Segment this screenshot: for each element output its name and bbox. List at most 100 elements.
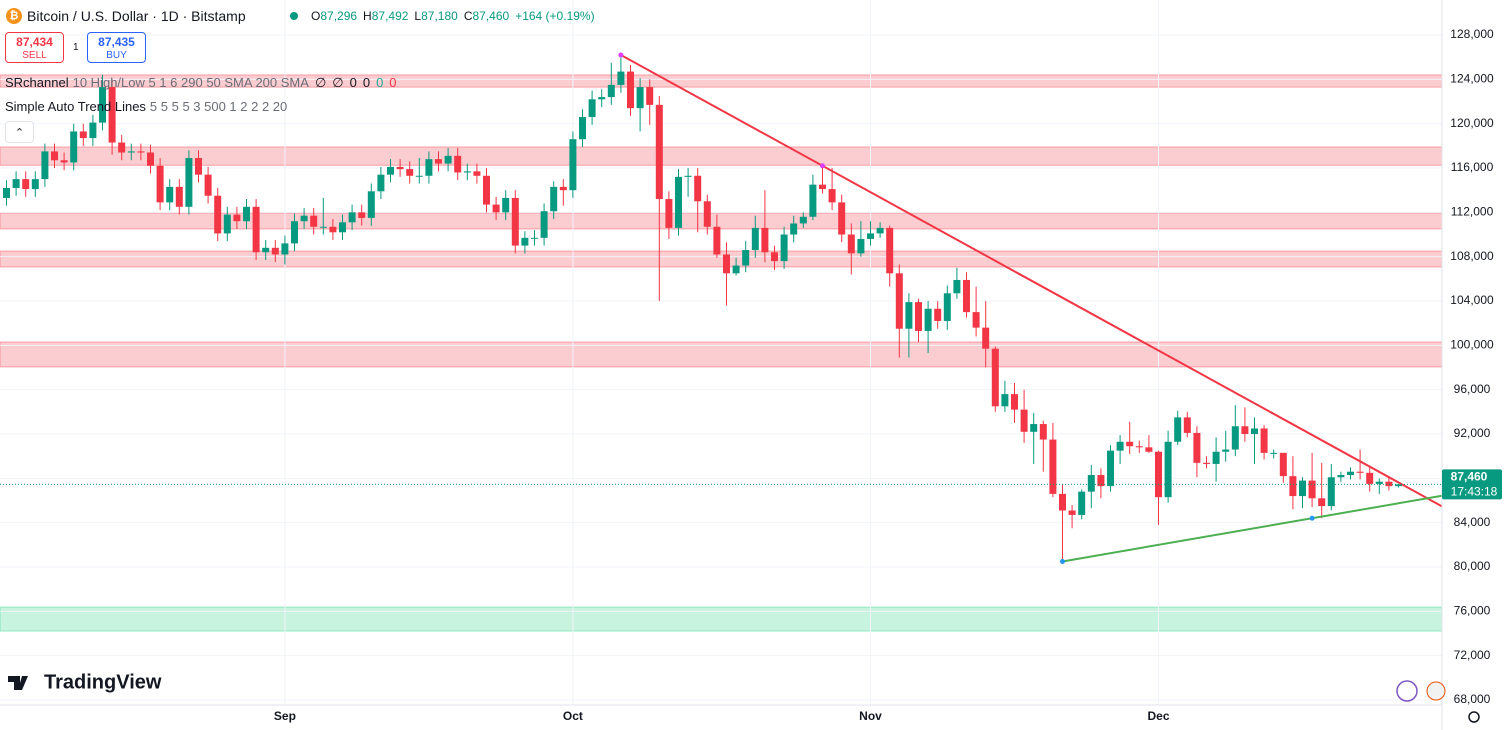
candle-body bbox=[175, 186, 183, 207]
indicator-params: 10 High/Low 5 1 6 290 50 SMA 200 SMA bbox=[72, 75, 309, 90]
candle-body bbox=[675, 176, 682, 228]
pivot-point bbox=[1309, 515, 1315, 521]
candle-body bbox=[1318, 498, 1326, 507]
candle-body bbox=[425, 159, 433, 176]
buy-button[interactable]: 87,435 BUY bbox=[87, 32, 146, 63]
ohlc-key: H bbox=[363, 9, 372, 23]
candle-body bbox=[444, 155, 452, 164]
candle-body bbox=[1337, 475, 1345, 478]
candle-body bbox=[1107, 450, 1114, 487]
x-tick-label: Sep bbox=[274, 709, 296, 723]
indicator-row[interactable]: SRchannel 10 High/Low 5 1 6 290 50 SMA 20… bbox=[5, 75, 403, 91]
candle-body bbox=[1222, 449, 1230, 452]
candle-body bbox=[655, 104, 663, 200]
y-tick-label: 104,000 bbox=[1450, 293, 1494, 307]
candle-body bbox=[223, 214, 231, 234]
candle-body bbox=[1356, 471, 1364, 473]
candle-body bbox=[742, 250, 750, 266]
flag-icon[interactable] bbox=[1426, 681, 1446, 701]
indicator-output: 0 bbox=[389, 75, 397, 90]
candle-body bbox=[1347, 471, 1354, 476]
y-tick-label: 116,000 bbox=[1451, 160, 1494, 174]
assistant-icon[interactable] bbox=[1396, 680, 1418, 702]
candle-body bbox=[12, 179, 20, 188]
candle-body bbox=[915, 302, 922, 331]
indicator-name: SRchannel bbox=[5, 75, 69, 90]
candle-body bbox=[156, 165, 164, 203]
candle-body bbox=[790, 223, 798, 235]
candle-body bbox=[1183, 417, 1191, 433]
ohlc-legend: O87,296 H87,492 L87,180 C87,460 +164 (+0.19%… bbox=[311, 9, 595, 23]
candle-body bbox=[70, 131, 78, 163]
indicator-params: 5 5 5 5 3 500 1 2 2 2 20 bbox=[149, 99, 288, 114]
settings-icon[interactable] bbox=[1468, 711, 1480, 723]
candle-body bbox=[684, 175, 692, 177]
candle-body bbox=[1327, 477, 1335, 507]
ohlc-value: 87,296 bbox=[320, 9, 358, 23]
candle-body bbox=[271, 247, 279, 255]
y-tick-label: 108,000 bbox=[1450, 249, 1494, 263]
y-tick-label: 128,000 bbox=[1450, 27, 1494, 41]
indicator-name: Simple Auto Trend Lines bbox=[5, 99, 146, 114]
candle-body bbox=[1155, 451, 1162, 498]
candle-body bbox=[127, 151, 135, 153]
candle-body bbox=[291, 221, 298, 244]
candle-body bbox=[924, 308, 932, 331]
candle-body bbox=[1020, 409, 1028, 432]
last-price-box bbox=[1442, 469, 1502, 500]
quantity[interactable]: 1 bbox=[73, 42, 79, 53]
candle-body bbox=[1289, 476, 1297, 497]
ohlc-key: O bbox=[311, 9, 321, 23]
candle-body bbox=[1049, 439, 1057, 494]
tradingview-logo: TradingView bbox=[8, 671, 162, 693]
symbol-icon: ₿ bbox=[6, 8, 22, 24]
candle-body bbox=[329, 226, 337, 233]
candle-body bbox=[761, 227, 769, 253]
collapse-button[interactable]: ⌃ bbox=[5, 121, 34, 143]
market-status bbox=[290, 12, 298, 20]
candle-body bbox=[1395, 484, 1402, 487]
candle-body bbox=[819, 184, 826, 190]
y-tick-label: 100,000 bbox=[1450, 338, 1494, 352]
candle-body bbox=[588, 99, 596, 118]
candle-body bbox=[79, 131, 87, 139]
candle-body bbox=[1126, 441, 1134, 447]
x-tick-label: Dec bbox=[1147, 709, 1169, 723]
ohlc-value: 87,492 bbox=[371, 9, 409, 23]
countdown-label: 17:43:18 bbox=[1451, 485, 1498, 499]
trend-line bbox=[620, 54, 1443, 508]
indicator-row[interactable]: Simple Auto Trend Lines 5 5 5 5 3 500 1 2… bbox=[5, 99, 293, 114]
candle-body bbox=[1145, 447, 1153, 452]
candle-body bbox=[41, 151, 49, 180]
y-tick-label: 84,000 bbox=[1454, 515, 1491, 529]
candle-body bbox=[1164, 441, 1172, 498]
candle-body bbox=[732, 265, 740, 274]
candle-body bbox=[492, 204, 500, 213]
candle-body bbox=[665, 199, 673, 228]
candle-body bbox=[828, 189, 836, 203]
symbol-title[interactable]: Bitcoin / U.S. Dollar · 1D · Bitstamp bbox=[27, 8, 246, 24]
y-tick-label: 92,000 bbox=[1454, 426, 1491, 440]
candle-body bbox=[531, 237, 538, 239]
candle-body bbox=[377, 174, 385, 192]
candle-body bbox=[1203, 462, 1210, 464]
sell-button[interactable]: 87,434 SELL bbox=[5, 32, 64, 63]
candle-body bbox=[233, 214, 241, 222]
buy-price: 87,435 bbox=[98, 35, 135, 49]
candle-body bbox=[1260, 428, 1268, 453]
candle-body bbox=[636, 87, 644, 109]
pivot-point bbox=[1060, 558, 1065, 564]
candle-body bbox=[1241, 426, 1249, 435]
candle-body bbox=[89, 122, 97, 139]
candle-body bbox=[963, 279, 970, 313]
ohlc-value: 87,180 bbox=[421, 9, 458, 23]
ohlc-change: +164 (+0.19%) bbox=[515, 9, 595, 23]
y-tick-label: 124,000 bbox=[1450, 72, 1494, 86]
candle-body bbox=[972, 312, 980, 328]
candle-body bbox=[1375, 481, 1383, 484]
candle-body bbox=[857, 238, 865, 254]
indicator-output: 0 bbox=[362, 75, 371, 90]
candle-body bbox=[60, 160, 68, 163]
candle-body bbox=[300, 215, 308, 222]
